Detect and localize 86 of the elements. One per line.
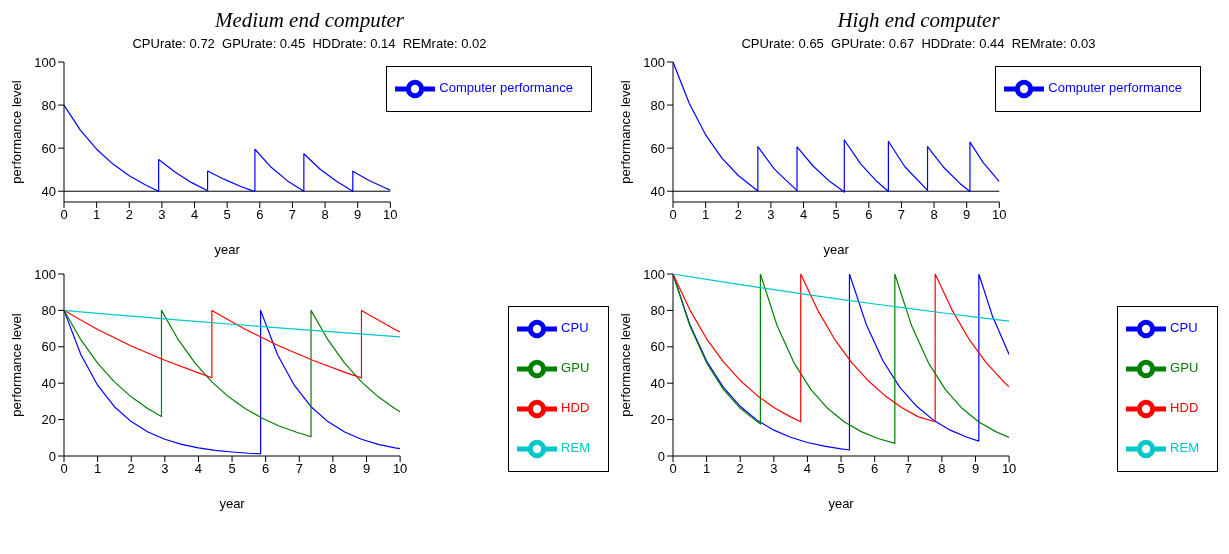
x-tick-label: 2 [127,461,135,477]
x-tick-label: 2 [125,207,133,223]
y-tick-label: 60 [41,339,56,355]
x-tick-label: 5 [837,461,845,477]
chart-subtitle: CPUrate: 0.72 GPUrate: 0.45 HDDrate: 0.14 REMrate: 0.02 [131,36,488,52]
x-tick-label: 7 [288,207,297,223]
y-tick-label: 100 [643,54,665,70]
x-tick-label: 7 [295,461,303,477]
chart-subtitle: CPUrate: 0.65 GPUrate: 0.67 HDDrate: 0.44 REMrate: 0.03 [740,36,1097,52]
y-tick-label: 20 [41,412,56,428]
y-tick-label: 80 [650,303,665,319]
legend-label: HDD [561,400,590,416]
legend-label: Computer performance [1048,80,1182,96]
x-tick-label: 3 [770,461,778,477]
x-tick-label: 3 [161,461,169,477]
y-tick-label: 0 [48,448,56,464]
y-tick-label: 100 [34,54,56,70]
x-tick-label: 4 [194,461,203,477]
x-tick-label: 2 [736,461,744,477]
y-tick-label: 40 [41,183,56,199]
x-tick-label: 8 [329,461,337,477]
x-tick-label: 8 [321,207,329,223]
x-tick-label: 10 [1001,461,1017,477]
x-tick-label: 4 [799,207,808,223]
y-tick-label: 80 [41,303,56,319]
x-tick-label: 0 [60,461,68,477]
legend-label: REM [1170,440,1199,456]
x-tick-label: 10 [992,207,1007,223]
x-axis-title: year [214,242,241,257]
x-tick-label: 3 [158,207,166,223]
x-tick-label: 2 [734,207,742,223]
x-tick-label: 5 [832,207,840,223]
y-tick-label: 60 [650,140,665,156]
y-tick-label: 100 [643,266,665,282]
legend-label: CPU [1170,320,1198,336]
x-tick-label: 4 [190,207,199,223]
x-axis-title: year [219,496,246,511]
legend-label: HDD [1170,400,1199,416]
x-tick-label: 0 [60,207,68,223]
y-axis-title: performance level [617,80,633,184]
chart-title: Medium end computer [214,8,405,34]
y-tick-label: 20 [650,412,665,428]
y-axis-title: performance level [8,80,24,184]
x-tick-label: 6 [865,207,873,223]
x-axis-title: year [828,496,855,511]
legend-label: CPU [561,320,589,336]
x-tick-label: 9 [354,207,362,223]
x-tick-label: 7 [904,461,912,477]
x-tick-label: 1 [702,207,710,223]
x-tick-label: 1 [702,461,711,477]
x-tick-label: 0 [669,207,677,223]
y-axis-title: performance level [8,313,24,417]
x-tick-label: 6 [256,207,264,223]
legend-label: GPU [1170,360,1199,376]
legend-label: GPU [561,360,590,376]
y-tick-label: 60 [650,339,665,355]
y-tick-label: 40 [650,183,665,199]
y-tick-label: 100 [34,266,56,282]
x-tick-label: 4 [803,461,812,477]
x-tick-label: 1 [93,207,101,223]
legend-label: Computer performance [439,80,573,96]
y-tick-label: 80 [41,97,56,113]
y-tick-label: 60 [41,140,56,156]
x-tick-label: 10 [383,207,398,223]
x-tick-label: 9 [971,461,980,477]
y-tick-label: 0 [657,448,665,464]
x-tick-label: 8 [938,461,946,477]
y-axis-title: performance level [617,313,633,417]
x-tick-label: 5 [228,461,236,477]
x-tick-label: 3 [767,207,775,223]
x-tick-label: 6 [262,461,270,477]
x-tick-label: 6 [871,461,879,477]
x-tick-label: 7 [897,207,906,223]
x-tick-label: 1 [93,461,102,477]
legend-label: REM [561,440,590,456]
x-tick-label: 8 [930,207,938,223]
y-tick-label: 80 [650,97,665,113]
x-tick-label: 9 [362,461,371,477]
y-tick-label: 40 [41,375,56,391]
x-axis-title: year [823,242,850,257]
x-tick-label: 10 [392,461,408,477]
x-tick-label: 5 [223,207,231,223]
chart-title: High end computer [836,8,1001,34]
y-tick-label: 40 [650,375,665,391]
x-tick-label: 9 [963,207,971,223]
x-tick-label: 0 [669,461,677,477]
